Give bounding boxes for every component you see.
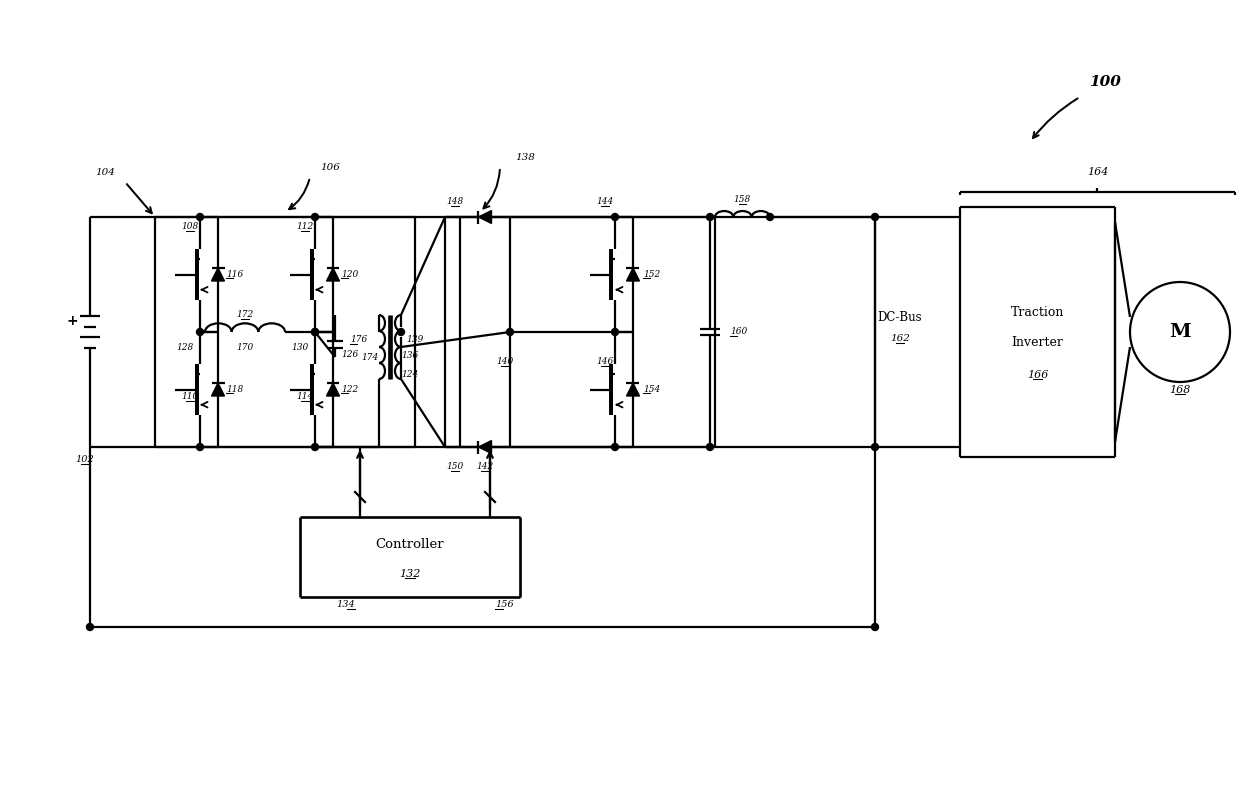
Text: 166: 166: [1027, 370, 1048, 380]
Circle shape: [872, 444, 878, 450]
Text: 154: 154: [644, 384, 660, 394]
Polygon shape: [626, 268, 640, 281]
Text: 172: 172: [237, 310, 254, 319]
Text: 108: 108: [181, 222, 198, 231]
Circle shape: [311, 328, 319, 336]
Polygon shape: [626, 383, 640, 396]
Text: 114: 114: [296, 392, 314, 401]
Circle shape: [766, 214, 774, 220]
Text: 102: 102: [76, 455, 94, 464]
Text: 146: 146: [596, 357, 614, 366]
Circle shape: [872, 214, 878, 220]
Text: 104: 104: [95, 168, 115, 177]
Circle shape: [707, 444, 713, 450]
Text: 132: 132: [399, 569, 420, 579]
Text: 142: 142: [476, 462, 494, 471]
Text: 106: 106: [320, 162, 340, 172]
Text: 176: 176: [350, 335, 367, 344]
Circle shape: [872, 624, 878, 630]
Text: 138: 138: [515, 153, 534, 161]
Text: 136: 136: [402, 350, 419, 359]
Text: 134: 134: [336, 600, 355, 609]
Text: 150: 150: [446, 462, 464, 471]
Text: 126: 126: [341, 349, 358, 358]
Circle shape: [398, 328, 404, 336]
Text: 162: 162: [890, 334, 910, 343]
Text: 158: 158: [734, 195, 751, 204]
Circle shape: [87, 624, 93, 630]
Text: 128: 128: [176, 342, 193, 352]
Text: 164: 164: [1086, 167, 1109, 177]
Circle shape: [311, 444, 319, 450]
Circle shape: [196, 214, 203, 220]
Text: 120: 120: [341, 270, 358, 278]
Text: M: M: [1169, 323, 1190, 341]
Text: 156: 156: [495, 600, 513, 609]
Text: 116: 116: [226, 270, 243, 278]
Text: 118: 118: [226, 384, 243, 394]
Polygon shape: [212, 268, 224, 281]
Text: 170: 170: [237, 342, 254, 352]
Text: 110: 110: [181, 392, 198, 401]
Text: 100: 100: [1089, 75, 1121, 89]
Text: +: +: [66, 314, 78, 328]
Circle shape: [611, 328, 619, 336]
Polygon shape: [212, 383, 224, 396]
Circle shape: [196, 328, 203, 336]
Text: 122: 122: [341, 384, 358, 394]
Circle shape: [311, 214, 319, 220]
Polygon shape: [479, 441, 491, 454]
Text: 152: 152: [644, 270, 660, 278]
Text: 124: 124: [402, 370, 419, 378]
Text: Traction: Traction: [1011, 306, 1064, 319]
Polygon shape: [479, 211, 491, 224]
Polygon shape: [326, 383, 340, 396]
Text: Inverter: Inverter: [1012, 336, 1064, 349]
Text: 160: 160: [730, 327, 748, 336]
Text: Controller: Controller: [376, 538, 444, 551]
Text: 144: 144: [596, 197, 614, 206]
Circle shape: [611, 214, 619, 220]
Polygon shape: [326, 268, 340, 281]
Circle shape: [311, 328, 319, 336]
Circle shape: [196, 444, 203, 450]
Circle shape: [506, 328, 513, 336]
Text: 130: 130: [291, 342, 309, 352]
Text: 174: 174: [361, 353, 378, 362]
Text: 112: 112: [296, 222, 314, 231]
Circle shape: [707, 214, 713, 220]
Circle shape: [611, 444, 619, 450]
Text: 168: 168: [1169, 385, 1190, 395]
Text: DC-Bus: DC-Bus: [878, 311, 923, 324]
Text: 148: 148: [446, 197, 464, 206]
Text: 139: 139: [407, 334, 424, 344]
Text: 140: 140: [496, 357, 513, 366]
